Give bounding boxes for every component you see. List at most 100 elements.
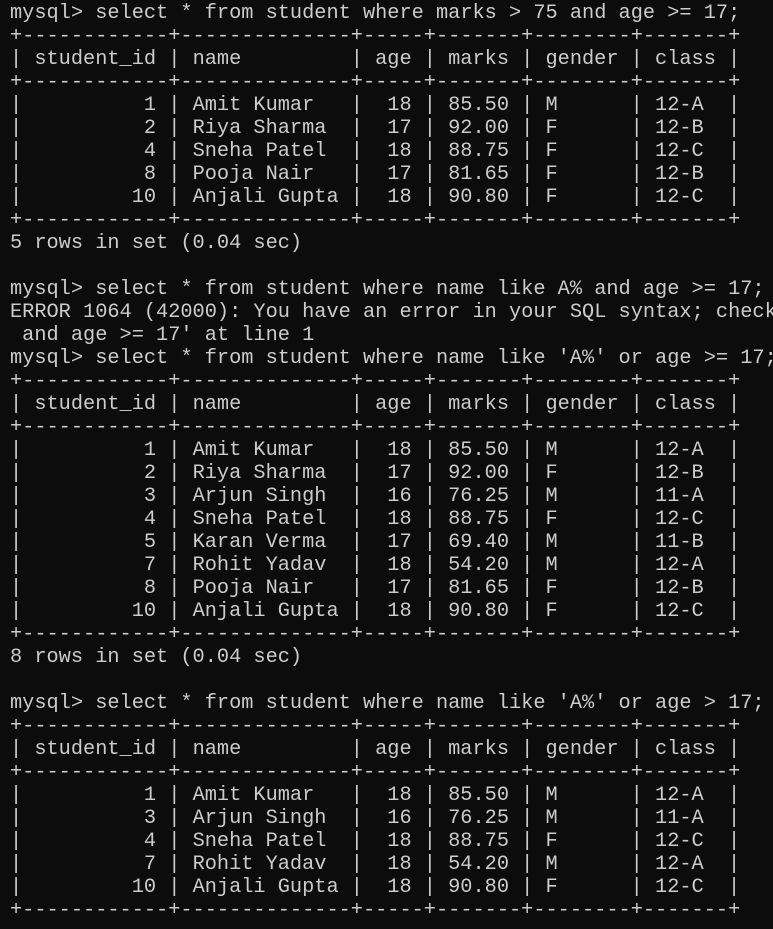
table-cell: 12-C [655, 140, 704, 163]
table-cell: 10 [131, 186, 157, 209]
table-row: | 8 | Pooja Nair | 17 | 81.65 | F | 12-B… [10, 577, 773, 600]
table-cell: Sneha Patel [192, 830, 327, 853]
table-row: | 5 | Karan Verma | 17 | 69.40 | M | 11-… [10, 531, 773, 554]
table-cell: 8 [143, 163, 157, 186]
column-separator: | [508, 140, 546, 163]
table-cell: Riya Sharma [192, 462, 327, 485]
column-separator: | [156, 577, 193, 600]
column-separator: | [156, 462, 193, 485]
command-prompt: mysql> select * from student where name … [10, 347, 773, 370]
column-separator: | [715, 554, 741, 577]
table-cell: 1 [143, 94, 157, 117]
table-cell: 85.50 [448, 784, 509, 807]
table-cell: 11-A [655, 807, 704, 830]
column-separator: | [156, 830, 193, 853]
column-separator: | [508, 508, 546, 531]
table-cell: 8 [143, 577, 157, 600]
column-separator: | [618, 439, 656, 462]
column-separator: | [338, 600, 376, 623]
column-separator: | [156, 807, 193, 830]
column-separator: | [156, 485, 193, 508]
table-border: +------------+--------------+-----+-----… [10, 899, 741, 922]
column-separator: | [10, 186, 35, 209]
column-separator: | [10, 738, 35, 761]
column-separator: | [618, 807, 656, 830]
table-cell: 11-A [655, 485, 704, 508]
column-separator: | [156, 186, 193, 209]
column-separator: | [10, 393, 35, 416]
column-separator: | [715, 807, 741, 830]
table-cell: Anjali Gupta [192, 876, 339, 899]
column-separator: | [338, 462, 376, 485]
column-separator: | [411, 554, 449, 577]
table-cell: 18 [387, 94, 412, 117]
table-cell: F [545, 163, 558, 186]
table-cell: 18 [387, 186, 412, 209]
header-cell: marks [448, 738, 509, 761]
table-cell: Riya Sharma [192, 117, 327, 140]
column-separator: | [508, 853, 546, 876]
header-cell: name [192, 738, 242, 761]
table-cell: Amit Kumar [192, 439, 315, 462]
column-separator: | [508, 485, 546, 508]
column-separator: | [618, 94, 656, 117]
table-row: | 4 | Sneha Patel | 18 | 88.75 | F | 12-… [10, 508, 773, 531]
header-cell: student_id [34, 738, 157, 761]
header-cell: gender [545, 393, 619, 416]
column-separator: | [508, 531, 546, 554]
column-separator: | [10, 439, 35, 462]
result-summary: 8 rows in set (0.04 sec) [10, 646, 303, 669]
table-cell: F [545, 117, 558, 140]
header-cell: name [192, 48, 242, 71]
table-cell: 18 [387, 600, 412, 623]
column-separator: | [10, 163, 35, 186]
column-separator: | [508, 577, 546, 600]
column-separator: | [715, 531, 741, 554]
column-separator: | [715, 462, 741, 485]
column-separator: | [338, 784, 376, 807]
column-separator: | [10, 807, 35, 830]
column-separator: | [715, 186, 741, 209]
header-cell: name [192, 393, 242, 416]
table-cell: 4 [143, 830, 157, 853]
column-separator: | [10, 48, 35, 71]
table-cell: F [545, 600, 558, 623]
table-cell: 90.80 [448, 600, 509, 623]
column-separator: | [411, 94, 449, 117]
table-cell: 3 [143, 807, 157, 830]
column-separator: | [10, 531, 35, 554]
table-cell: 12-A [655, 94, 704, 117]
column-separator: | [338, 531, 376, 554]
table-cell: 90.80 [448, 876, 509, 899]
column-separator: | [618, 554, 656, 577]
table-cell: 81.65 [448, 577, 509, 600]
table-cell: M [545, 853, 558, 876]
column-separator: | [508, 117, 546, 140]
table-cell: F [545, 830, 558, 853]
table-cell: 12-C [655, 830, 704, 853]
table-cell: F [545, 140, 558, 163]
table-cell: 18 [387, 554, 412, 577]
column-separator: | [10, 94, 35, 117]
table-cell: 88.75 [448, 508, 509, 531]
table-cell: M [545, 485, 558, 508]
column-separator: | [411, 508, 449, 531]
column-separator: | [156, 439, 193, 462]
column-separator: | [618, 48, 656, 71]
column-separator: | [618, 577, 656, 600]
column-separator: | [618, 485, 656, 508]
column-separator: | [618, 393, 656, 416]
table-cell: 17 [387, 462, 412, 485]
column-separator: | [618, 117, 656, 140]
table-cell: 18 [387, 784, 412, 807]
table-cell: 5 [143, 531, 157, 554]
column-separator: | [618, 186, 656, 209]
table-cell: 12-B [655, 163, 704, 186]
table-cell: 76.25 [448, 485, 509, 508]
column-separator: | [715, 48, 741, 71]
table-cell: 12-C [655, 600, 704, 623]
table-border: +------------+--------------+-----+-----… [10, 25, 741, 48]
table-cell: 18 [387, 439, 412, 462]
column-separator: | [338, 94, 376, 117]
